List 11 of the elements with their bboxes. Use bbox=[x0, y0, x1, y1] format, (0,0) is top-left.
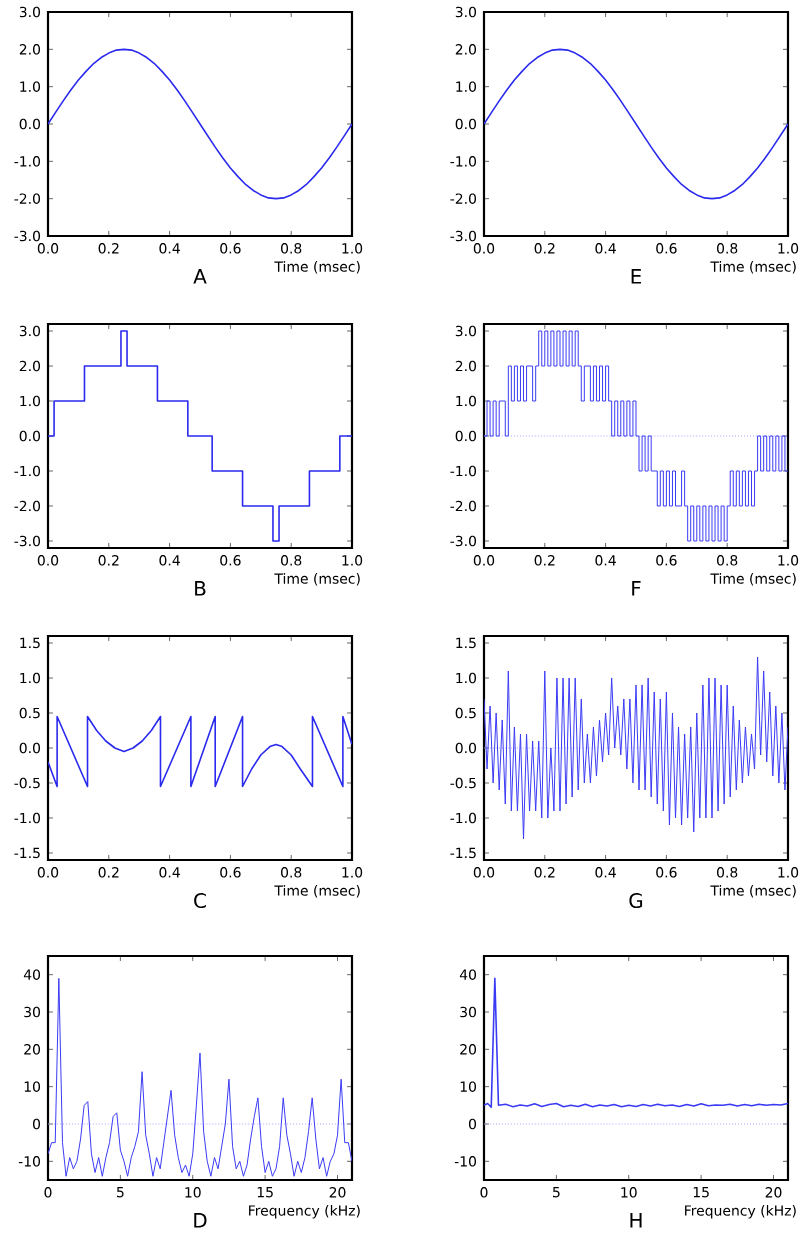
text: G bbox=[629, 893, 643, 909]
line-series bbox=[484, 656, 789, 840]
text: C bbox=[194, 893, 207, 909]
text: H bbox=[630, 1213, 642, 1228]
text: B bbox=[195, 581, 206, 596]
text: F bbox=[632, 581, 641, 596]
text: D bbox=[194, 1213, 207, 1228]
line-series bbox=[484, 977, 789, 1108]
line-series bbox=[48, 715, 353, 788]
text: A bbox=[193, 269, 207, 284]
text: E bbox=[631, 269, 642, 284]
